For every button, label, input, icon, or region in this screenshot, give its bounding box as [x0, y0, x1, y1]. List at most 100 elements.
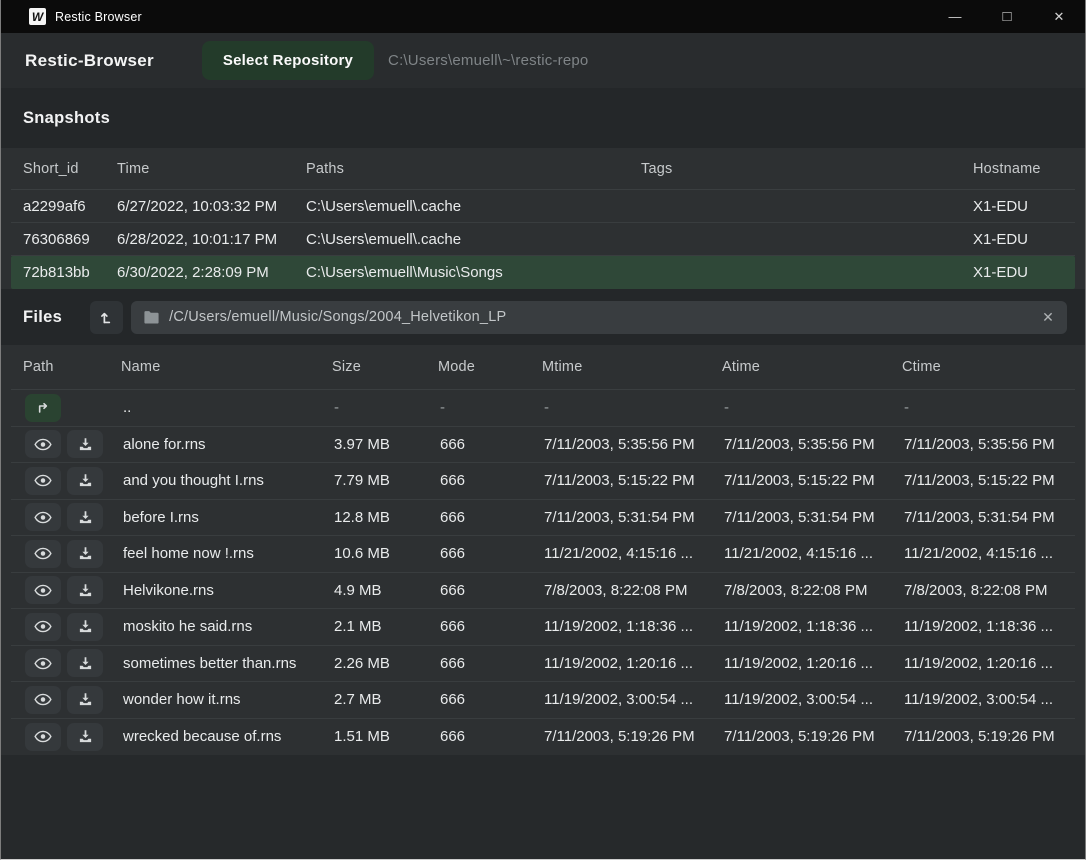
col-size: Size — [332, 359, 362, 375]
file-atime: 7/11/2003, 5:35:56 PM — [724, 435, 875, 453]
file-ctime: - — [904, 399, 909, 417]
file-ctime: 7/11/2003, 5:35:56 PM — [904, 435, 1055, 453]
snapshots-title: Snapshots — [23, 108, 111, 127]
snapshot-row[interactable]: 76306869 6/28/2022, 10:01:17 PM C:\Users… — [11, 223, 1075, 256]
file-mode: - — [440, 399, 445, 417]
view-file-button[interactable] — [25, 430, 61, 459]
file-atime: 11/19/2002, 1:18:36 ... — [724, 618, 874, 636]
col-tags: Tags — [641, 160, 673, 177]
view-file-button[interactable] — [25, 685, 61, 714]
arrow-up-right-icon — [35, 400, 51, 416]
file-mode: 666 — [440, 654, 466, 672]
file-row: wrecked because of.rns 1.51 MB 666 7/11/… — [11, 719, 1075, 756]
snapshot-paths: C:\Users\emuell\Music\Songs — [306, 264, 503, 281]
col-mode: Mode — [438, 359, 476, 375]
close-button[interactable]: ✕ — [1053, 8, 1065, 24]
download-file-button[interactable] — [67, 539, 103, 568]
file-name: Helvikone.rns — [123, 581, 214, 599]
file-mtime: 7/11/2003, 5:31:54 PM — [544, 508, 695, 526]
file-row: Helvikone.rns 4.9 MB 666 7/8/2003, 8:22:… — [11, 573, 1075, 609]
app-title: Restic-Browser — [25, 50, 154, 70]
download-file-button[interactable] — [67, 576, 103, 605]
navigate-up-button[interactable] — [25, 393, 61, 422]
snapshot-short-id: 72b813bb — [23, 264, 90, 281]
file-size: 12.8 MB — [334, 508, 390, 526]
snapshot-hostname: X1-EDU — [973, 264, 1029, 281]
snapshot-row[interactable]: a2299af6 6/27/2022, 10:03:32 PM C:\Users… — [11, 190, 1075, 223]
current-path-box: ✕ — [131, 300, 1067, 334]
file-mode: 666 — [440, 435, 466, 453]
files-section-bar: Files ✕ — [1, 289, 1085, 345]
file-ctime: 7/11/2003, 5:15:22 PM — [904, 472, 1055, 490]
eye-icon — [34, 511, 52, 524]
level-up-icon — [98, 309, 115, 326]
col-mtime: Mtime — [542, 359, 583, 375]
download-file-button[interactable] — [67, 612, 103, 641]
snapshot-short-id: 76306869 — [23, 230, 90, 248]
file-row: before I.rns 12.8 MB 666 7/11/2003, 5:31… — [11, 500, 1075, 536]
file-mtime: - — [544, 399, 549, 417]
file-ctime: 11/21/2002, 4:15:16 ... — [904, 545, 1054, 563]
file-name: feel home now !.rns — [123, 545, 254, 563]
file-mode: 666 — [440, 581, 466, 599]
files-table-body: alone for.rns 3.97 MB 666 7/11/2003, 5:3… — [11, 427, 1075, 756]
file-mtime: 7/11/2003, 5:15:22 PM — [544, 472, 695, 490]
file-size: 1.51 MB — [334, 728, 390, 746]
file-name: .. — [123, 399, 132, 417]
col-short-id: Short_id — [23, 160, 79, 177]
clear-path-button[interactable]: ✕ — [1033, 302, 1063, 332]
go-parent-directory-button[interactable] — [90, 300, 124, 334]
download-file-button[interactable] — [67, 649, 103, 678]
file-name: wonder how it.rns — [123, 691, 241, 709]
download-file-button[interactable] — [67, 722, 103, 751]
file-size: 2.26 MB — [334, 654, 390, 672]
repo-header: Restic-Browser Select Repository C:\User… — [1, 33, 1085, 88]
view-file-button[interactable] — [25, 466, 61, 495]
file-mtime: 11/19/2002, 1:18:36 ... — [544, 618, 694, 636]
maximize-button[interactable]: □ — [1002, 8, 1012, 25]
wails-logo-icon: W — [29, 8, 46, 25]
download-file-button[interactable] — [67, 685, 103, 714]
file-mtime: 7/8/2003, 8:22:08 PM — [544, 581, 688, 599]
eye-icon — [34, 620, 52, 633]
file-atime: 11/19/2002, 1:20:16 ... — [724, 654, 874, 672]
file-row: moskito he said.rns 2.1 MB 666 11/19/200… — [11, 609, 1075, 646]
path-input[interactable] — [169, 309, 1033, 325]
file-size: 3.97 MB — [334, 435, 390, 453]
minimize-button[interactable]: — — [948, 9, 962, 24]
view-file-button[interactable] — [25, 576, 61, 605]
file-row: wonder how it.rns 2.7 MB 666 11/19/2002,… — [11, 682, 1075, 719]
download-file-button[interactable] — [67, 466, 103, 495]
view-file-button[interactable] — [25, 612, 61, 641]
file-atime: - — [724, 399, 729, 417]
view-file-button[interactable] — [25, 539, 61, 568]
download-file-button[interactable] — [67, 430, 103, 459]
file-size: 2.1 MB — [334, 618, 382, 636]
col-hostname: Hostname — [973, 160, 1041, 177]
snapshot-row[interactable]: 72b813bb 6/30/2022, 2:28:09 PM C:\Users\… — [11, 256, 1075, 289]
view-file-button[interactable] — [25, 722, 61, 751]
file-atime: 7/11/2003, 5:31:54 PM — [724, 508, 875, 526]
file-mode: 666 — [440, 691, 466, 709]
file-mtime: 11/21/2002, 4:15:16 ... — [544, 545, 694, 563]
file-ctime: 7/8/2003, 8:22:08 PM — [904, 581, 1048, 599]
view-file-button[interactable] — [25, 503, 61, 532]
empty-area — [1, 755, 1085, 859]
file-atime: 11/21/2002, 4:15:16 ... — [724, 545, 874, 563]
download-file-button[interactable] — [67, 503, 103, 532]
download-icon — [78, 729, 93, 744]
file-atime: 11/19/2002, 3:00:54 ... — [724, 691, 874, 709]
file-ctime: 11/19/2002, 3:00:54 ... — [904, 691, 1054, 709]
file-size: 2.7 MB — [334, 691, 382, 709]
file-ctime: 7/11/2003, 5:19:26 PM — [904, 728, 1055, 746]
file-mtime: 7/11/2003, 5:35:56 PM — [544, 435, 695, 453]
download-icon — [78, 473, 93, 488]
select-repository-button[interactable]: Select Repository — [201, 41, 375, 80]
view-file-button[interactable] — [25, 649, 61, 678]
files-table: Path Name Size Mode Mtime Atime Ctime .. — [1, 345, 1085, 755]
snapshots-table-body: a2299af6 6/27/2022, 10:03:32 PM C:\Users… — [11, 190, 1075, 289]
file-size: - — [334, 399, 339, 417]
eye-icon — [34, 474, 52, 487]
file-row: sometimes better than.rns 2.26 MB 666 11… — [11, 646, 1075, 682]
